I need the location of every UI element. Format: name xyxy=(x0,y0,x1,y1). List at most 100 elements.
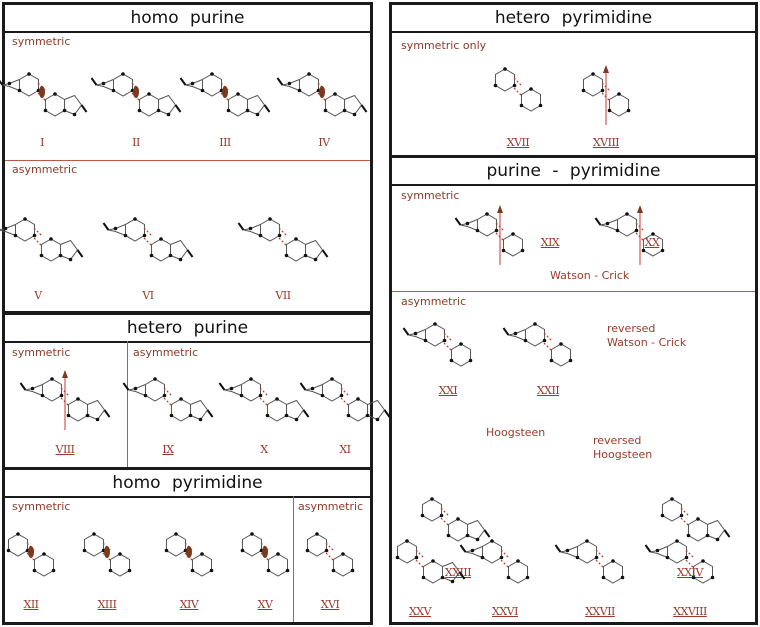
glycosidic-bond xyxy=(302,409,310,418)
atom-dot xyxy=(519,103,524,108)
pyrimidine-ring xyxy=(144,378,166,402)
base-pair xyxy=(454,205,525,265)
base-pair xyxy=(164,532,214,577)
pyrimidine-ring xyxy=(324,93,346,117)
imidazole-ring xyxy=(87,399,106,421)
glycosidic-bond xyxy=(19,382,27,391)
atom-dot xyxy=(121,72,125,76)
glycosidic-bond xyxy=(206,409,214,418)
hydrogen-bond xyxy=(440,507,450,517)
atom-dot xyxy=(456,517,460,521)
atom-dot xyxy=(76,397,80,401)
glycosidic-bond xyxy=(321,249,329,258)
imidazole-ring xyxy=(190,399,209,421)
atom-dot xyxy=(162,393,167,398)
hydrogen-bond xyxy=(513,87,523,97)
base-pair xyxy=(19,370,111,430)
atom-dot xyxy=(480,555,485,560)
purine-pyrimidine-asymmetric-label: asymmetric xyxy=(401,295,467,308)
hydrogen-bond xyxy=(325,552,335,562)
imidazole-ring xyxy=(185,79,203,91)
atom-dot xyxy=(490,539,494,543)
atom-dot xyxy=(529,87,533,91)
atom-dot xyxy=(164,548,169,553)
glycosidic-bond xyxy=(360,104,368,113)
atom-dot xyxy=(405,539,409,543)
symmetric-only-label: symmetric only xyxy=(401,39,487,52)
atom-dot xyxy=(178,257,183,262)
atom-dot xyxy=(118,552,122,556)
imidazole-ring xyxy=(108,224,126,236)
hydrogen-bond xyxy=(685,559,695,569)
atom-dot xyxy=(294,417,299,422)
base-pair xyxy=(218,377,310,422)
atom-dot xyxy=(634,228,639,233)
pair-label-XXV: XXV xyxy=(408,605,432,618)
atom-dot xyxy=(133,386,138,391)
atom-dot xyxy=(430,497,434,501)
base-pair xyxy=(502,322,573,367)
arrow-icon xyxy=(497,205,503,213)
atom-dot xyxy=(520,248,525,253)
hydrogen-bond xyxy=(163,387,173,397)
atom-dot xyxy=(159,237,163,241)
atom-dot xyxy=(210,72,214,76)
atom-dot xyxy=(705,533,710,538)
atom-dot xyxy=(346,413,351,418)
hydrogen-bond xyxy=(443,332,453,342)
atom-dot xyxy=(82,548,87,553)
pyrimidine-ring xyxy=(7,533,29,557)
atom-dot xyxy=(421,575,426,580)
atom-dot xyxy=(133,217,137,221)
atom-dot xyxy=(660,513,665,518)
pyrimidine-ring xyxy=(138,93,160,117)
atom-dot xyxy=(17,88,22,93)
atom-dot xyxy=(7,81,12,86)
pyrimidine-ring xyxy=(83,533,105,557)
atom-dot xyxy=(58,253,63,258)
dyad-axis-icon xyxy=(133,86,139,98)
atom-dot xyxy=(600,88,605,93)
atom-dot xyxy=(591,72,595,76)
pair-label-IV: IV xyxy=(318,136,330,149)
atom-dot xyxy=(342,108,347,113)
pyrimidine-ring xyxy=(494,68,516,92)
atom-dot xyxy=(169,413,174,418)
base-pair xyxy=(122,377,214,422)
hydrogen-bond xyxy=(595,559,605,569)
base-pair xyxy=(644,539,715,584)
base-pair xyxy=(493,67,543,112)
hydrogen-bond xyxy=(259,397,269,407)
pyrimidine-ring xyxy=(109,553,131,577)
atom-dot xyxy=(499,555,504,560)
imidazole-ring xyxy=(128,384,146,396)
imidazole-ring xyxy=(60,239,79,261)
base-pair xyxy=(594,205,665,265)
arrow-icon xyxy=(603,65,609,73)
atom-dot xyxy=(559,342,563,346)
atom-dot xyxy=(68,257,73,262)
atom-dot xyxy=(276,552,280,556)
pair-label-VII: VII xyxy=(275,289,291,302)
atom-dot xyxy=(40,393,45,398)
glycosidic-bond xyxy=(76,249,84,258)
atom-dot xyxy=(137,108,142,113)
atom-dot xyxy=(168,253,173,258)
atom-dot xyxy=(516,559,520,563)
pair-label-XXVI: XXVI xyxy=(492,605,518,618)
atom-dot xyxy=(239,393,244,398)
pyrimidine-ring xyxy=(502,233,524,257)
hoogsteen-note: Hoogsteen xyxy=(486,426,546,439)
pyrimidine-ring xyxy=(191,553,213,577)
pyrimidine-ring xyxy=(608,93,630,117)
hydrogen-bond xyxy=(443,342,453,352)
atom-dot xyxy=(268,217,272,221)
atom-dot xyxy=(174,532,178,536)
atom-dot xyxy=(320,393,325,398)
pair-label-XXII: XXII xyxy=(536,384,560,397)
base-pair xyxy=(299,377,391,422)
atom-dot xyxy=(166,112,171,117)
imidazole-ring xyxy=(467,519,486,541)
atom-dot xyxy=(43,108,48,113)
dyad-axis-icon xyxy=(319,86,325,98)
